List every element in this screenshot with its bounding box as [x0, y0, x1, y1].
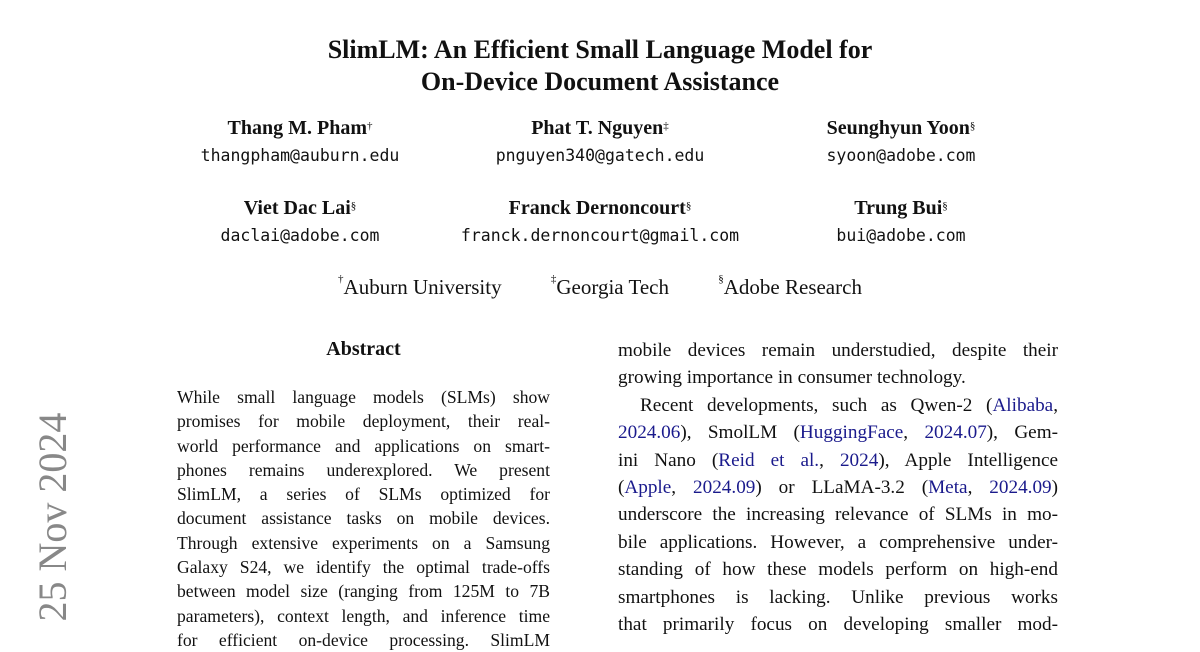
- arxiv-date-stamp: 25 Nov 2024: [30, 412, 75, 622]
- citation-link[interactable]: Apple: [624, 476, 672, 498]
- text-line: (Apple, 2024.09) or LLaMA-3.2 (Meta, 202…: [618, 474, 1058, 501]
- author-email: syoon@adobe.com: [826, 146, 976, 165]
- text: ) or LLaMA-3.2 (: [755, 476, 929, 498]
- author-block: Seunghyun Yoon§ syoon@adobe.com: [721, 116, 1081, 168]
- abstract-heading: Abstract: [326, 338, 401, 360]
- affiliation-name: Georgia Tech: [556, 275, 669, 299]
- author-name: Trung Bui: [854, 197, 943, 219]
- citation-link[interactable]: Reid et al.: [718, 449, 820, 471]
- author-block: Trung Bui§ bui@adobe.com: [721, 196, 1081, 248]
- text-line: between model size (ranging from 125M to…: [177, 581, 550, 602]
- author-name: Seunghyun Yoon: [826, 117, 970, 139]
- citation-link[interactable]: Alibaba: [992, 394, 1054, 416]
- text: ,: [967, 476, 990, 498]
- introduction-body: mobile devices remain understudied, desp…: [618, 337, 1058, 638]
- text: ,: [1053, 394, 1058, 416]
- text: ,: [819, 449, 840, 471]
- affil-mark: §: [718, 273, 724, 285]
- text-line: Through extensive experiments on a Samsu…: [177, 532, 550, 553]
- author-email: franck.dernoncourt@gmail.com: [460, 226, 740, 245]
- affil-mark: §: [942, 200, 948, 212]
- text-line: world performance and applications on sm…: [177, 435, 550, 456]
- text-line: Recent developments, such as Qwen-2 (Ali…: [618, 392, 1058, 419]
- text-line: growing importance in consumer technolog…: [618, 367, 966, 389]
- text-line: smartphones is lacking. Unlike previous …: [618, 586, 1058, 608]
- text: ), Gem-: [986, 422, 1059, 444]
- affiliations: †Auburn University ‡Georgia Tech §Adobe …: [0, 273, 1200, 300]
- citation-link[interactable]: 2024.09: [989, 476, 1052, 498]
- text-line: 2024.06), SmolLM (HuggingFace, 2024.07),…: [618, 419, 1058, 446]
- affiliation-name: Auburn University: [343, 275, 502, 299]
- text-line: mobile devices remain understudied, desp…: [618, 340, 1058, 361]
- affil-mark: §: [969, 120, 976, 132]
- citation-link[interactable]: 2024: [839, 449, 879, 471]
- paper-title-line-2: On-Device Document Assistance: [420, 67, 780, 96]
- text-line: parameters), context length, and inferen…: [177, 605, 550, 626]
- affil-mark: §: [685, 200, 692, 212]
- text-line: Galaxy S24, we identify the optimal trad…: [177, 557, 550, 578]
- paper-title-line-1: SlimLM: An Efficient Small Language Mode…: [327, 35, 873, 64]
- citation-link[interactable]: HuggingFace: [799, 422, 904, 444]
- author-block: Franck Dernoncourt§ franck.dernoncourt@g…: [420, 196, 780, 248]
- affil-mark: †: [338, 273, 344, 285]
- affil-mark: ‡: [550, 273, 557, 285]
- author-block: Thang M. Pham† thangpham@auburn.edu: [120, 116, 480, 168]
- text-line: for efficient on-device processing. Slim…: [177, 629, 550, 650]
- text-line: promises for mobile deployment, their re…: [177, 411, 550, 432]
- author-name: Franck Dernoncourt: [508, 197, 686, 219]
- author-email: thangpham@auburn.edu: [200, 146, 400, 165]
- author-email: daclai@adobe.com: [220, 226, 380, 245]
- affiliation-name: Adobe Research: [723, 275, 862, 299]
- abstract-body: While small language models (SLMs) show …: [177, 385, 550, 652]
- text-line: underscore the increasing relevance of S…: [618, 504, 1058, 526]
- text-line: document assistance tasks on mobile devi…: [177, 508, 550, 529]
- text-line: bile applications. However, a comprehens…: [618, 531, 1058, 553]
- text: ), Apple Intelligence: [878, 449, 1058, 471]
- text-line: standing of how these models perform on …: [618, 559, 1058, 581]
- text-line: that primarily focus on developing small…: [618, 613, 1058, 635]
- text-line: phones remains underexplored. We present: [177, 459, 550, 480]
- affiliation: †Auburn University: [338, 273, 502, 299]
- text-line: SlimLM, a series of SLMs optimized for: [177, 484, 550, 505]
- affil-mark: ‡: [663, 120, 669, 132]
- text: ,: [671, 476, 694, 498]
- affiliation: §Adobe Research: [718, 273, 862, 299]
- author-name: Phat T. Nguyen: [531, 117, 664, 139]
- author-block: Phat T. Nguyen‡ pnguyen340@gatech.edu: [420, 116, 780, 168]
- affil-mark: §: [350, 200, 357, 212]
- author-name: Thang M. Pham: [227, 117, 367, 139]
- author-name: Viet Dac Lai: [243, 197, 351, 219]
- affil-mark: †: [366, 120, 373, 132]
- text-line: ini Nano (Reid et al., 2024), Apple Inte…: [618, 447, 1058, 474]
- text: ), SmolLM (: [680, 422, 800, 444]
- affiliation: ‡Georgia Tech: [550, 273, 669, 299]
- author-email: bui@adobe.com: [836, 226, 966, 245]
- citation-link[interactable]: 2024.07: [924, 422, 987, 444]
- author-email: pnguyen340@gatech.edu: [495, 146, 705, 165]
- text-line: While small language models (SLMs) show: [177, 387, 550, 407]
- citation-link[interactable]: 2024.06: [618, 422, 681, 444]
- text: Recent developments, such as Qwen-2 (: [640, 394, 993, 416]
- citation-link[interactable]: 2024.09: [693, 476, 756, 498]
- text: ): [1051, 476, 1059, 498]
- text: ,: [903, 422, 925, 444]
- citation-link[interactable]: Meta: [928, 476, 968, 498]
- author-block: Viet Dac Lai§ daclai@adobe.com: [120, 196, 480, 248]
- text: ini Nano (: [618, 449, 719, 471]
- text: (: [618, 476, 625, 498]
